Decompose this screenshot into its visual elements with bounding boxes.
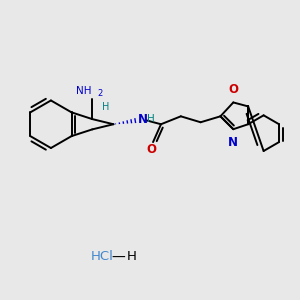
Text: NH: NH bbox=[76, 86, 91, 96]
Text: HCl: HCl bbox=[91, 250, 114, 263]
Text: H: H bbox=[102, 102, 110, 112]
Text: 2: 2 bbox=[97, 89, 103, 98]
Text: N: N bbox=[138, 113, 148, 126]
Text: —: — bbox=[111, 251, 125, 265]
Text: O: O bbox=[146, 142, 156, 155]
Text: N: N bbox=[228, 136, 238, 149]
Text: H: H bbox=[127, 250, 137, 263]
Text: H: H bbox=[147, 114, 155, 124]
Text: O: O bbox=[228, 82, 238, 95]
